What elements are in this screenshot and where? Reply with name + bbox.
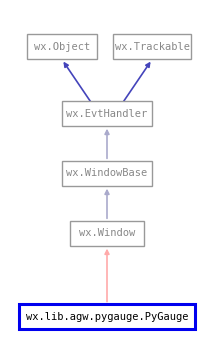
Text: wx.EvtHandler: wx.EvtHandler: [66, 109, 148, 119]
Text: wx.WindowBase: wx.WindowBase: [66, 169, 148, 178]
Text: wx.Window: wx.Window: [79, 228, 135, 238]
Text: wx.lib.agw.pygauge.PyGauge: wx.lib.agw.pygauge.PyGauge: [26, 312, 188, 322]
FancyBboxPatch shape: [19, 304, 195, 329]
Text: wx.Trackable: wx.Trackable: [115, 42, 190, 52]
Text: wx.Object: wx.Object: [34, 42, 90, 52]
FancyBboxPatch shape: [62, 101, 152, 126]
FancyBboxPatch shape: [62, 161, 152, 186]
FancyBboxPatch shape: [70, 221, 144, 246]
FancyBboxPatch shape: [113, 34, 191, 59]
FancyBboxPatch shape: [27, 34, 97, 59]
